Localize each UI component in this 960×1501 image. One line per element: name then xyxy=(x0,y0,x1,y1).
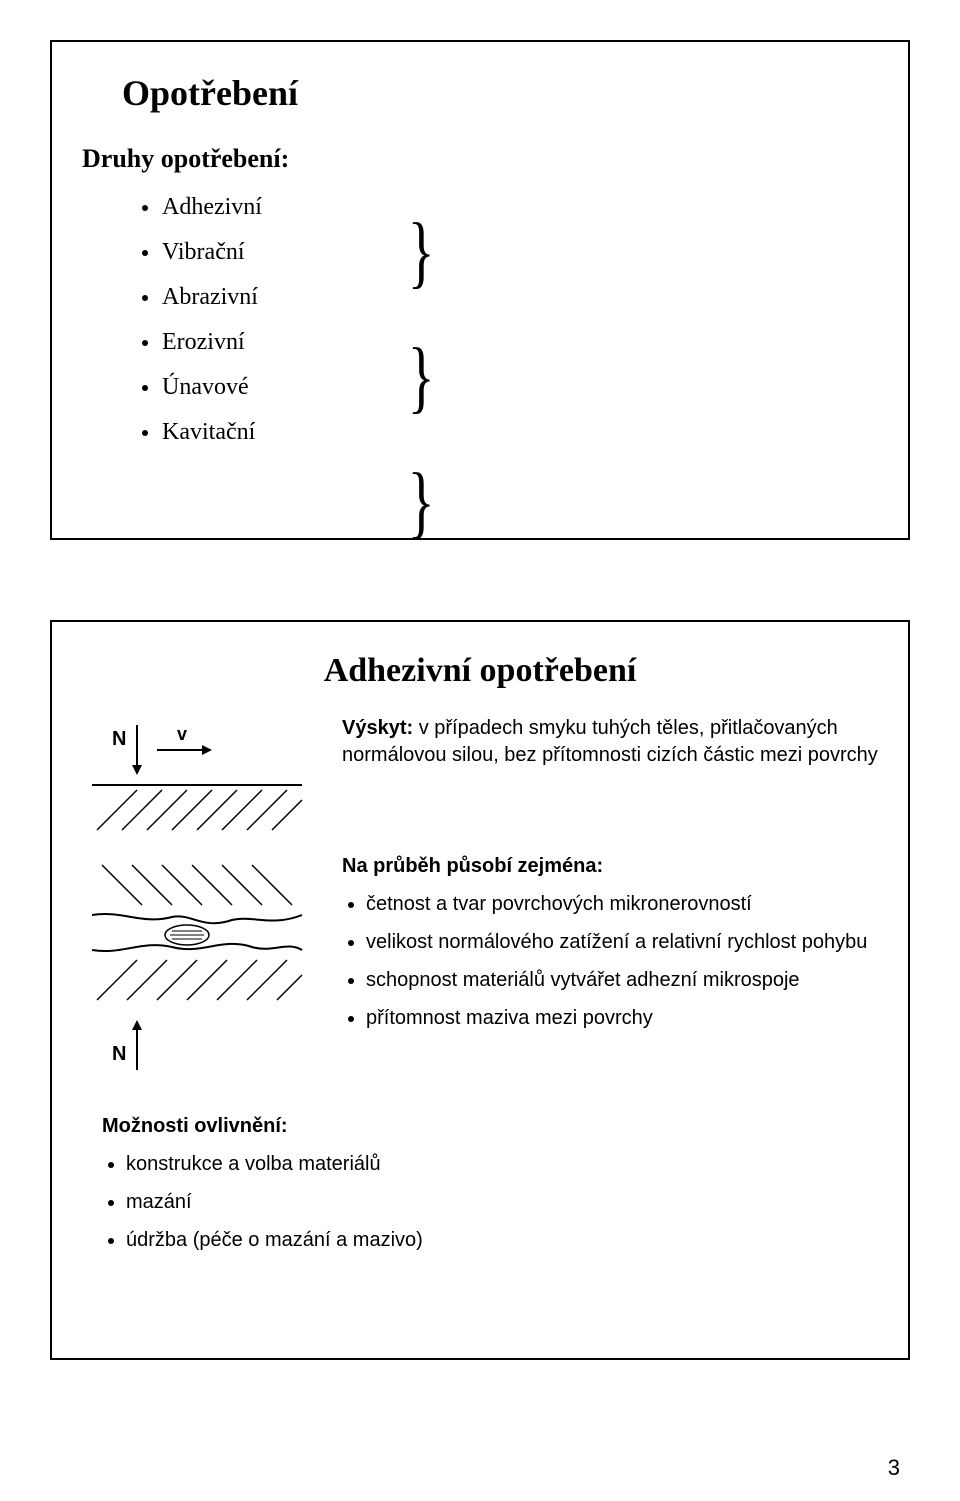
type-item: Adhezivní xyxy=(142,194,878,221)
brace-icon: } xyxy=(408,224,435,280)
types-list: Adhezivní Vibrační Abrazivní Erozivní Ún… xyxy=(142,194,878,446)
diagram-N-label-bottom: N xyxy=(112,1043,126,1065)
factor-item: přítomnost maziva mezi povrchy xyxy=(366,1002,867,1034)
brace-icon: } xyxy=(408,349,435,405)
factors-list: četnost a tvar povrchových mikronerovnos… xyxy=(342,888,867,1034)
type-label: Erozivní xyxy=(162,329,245,356)
vyskyt-body: v případech smyku tuhých těles, přitlačo… xyxy=(342,717,878,766)
type-label: Kavitační xyxy=(162,419,255,446)
type-label: Adhezivní xyxy=(162,194,262,221)
factor-item: schopnost materiálů vytvářet adhezní mik… xyxy=(366,964,867,996)
panel1-subtitle: Druhy opotřebení: xyxy=(82,144,878,174)
moznosti-block: Možnosti ovlivnění: konstrukce a volba m… xyxy=(102,1115,878,1256)
type-item: Vibrační xyxy=(142,239,878,266)
panel1-title: Opotřebení xyxy=(122,72,878,114)
diagram-N-label: N xyxy=(112,728,126,750)
factor-item: četnost a tvar povrchových mikronerovnos… xyxy=(366,888,867,920)
panel2-title: Adhezivní opotřebení xyxy=(82,652,878,690)
moznosti-list: konstrukce a volba materiálů mazání údrž… xyxy=(102,1148,878,1256)
page-number: 3 xyxy=(888,1455,900,1481)
type-label: Abrazivní xyxy=(162,284,258,311)
factor-item: velikost normálového zatížení a relativn… xyxy=(366,926,867,958)
type-label: Vibrační xyxy=(162,239,245,266)
vyskyt-label: Výskyt: xyxy=(342,717,413,739)
type-item: Únavové xyxy=(142,374,878,401)
diagram-bottom: N xyxy=(82,855,312,1085)
type-item: Abrazivní xyxy=(142,284,878,311)
type-item: Kavitační xyxy=(142,419,878,446)
factors-heading: Na průběh působí zejména: xyxy=(342,855,867,878)
panel-types: Opotřebení Druhy opotřebení: Adhezivní V… xyxy=(50,40,910,540)
moznosti-item: konstrukce a volba materiálů xyxy=(126,1148,878,1180)
type-label: Únavové xyxy=(162,374,249,401)
panel-adhesive: Adhezivní opotřebení N v xyxy=(50,620,910,1360)
brace-icon: } xyxy=(408,474,435,530)
moznosti-item: údržba (péče o mazání a mazivo) xyxy=(126,1224,878,1256)
moznosti-item: mazání xyxy=(126,1186,878,1218)
vyskyt-text: Výskyt: v případech smyku tuhých těles, … xyxy=(342,715,878,769)
diagram-top: N v xyxy=(82,715,312,835)
type-item: Erozivní xyxy=(142,329,878,356)
diagram-v-label: v xyxy=(177,724,187,744)
moznosti-heading: Možnosti ovlivnění: xyxy=(102,1115,878,1138)
